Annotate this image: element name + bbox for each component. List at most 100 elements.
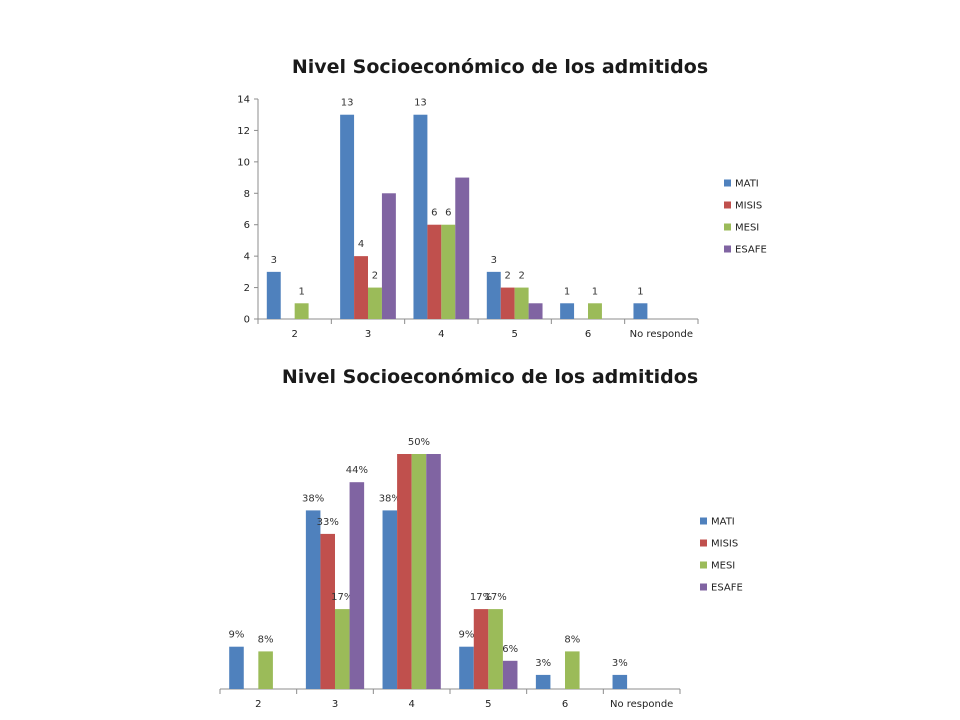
- chart-2-x-tick-label: No responde: [610, 699, 673, 710]
- chart-1-bar-mesi: [441, 224, 456, 319]
- chart-1-data-label: 13: [414, 98, 427, 109]
- chart-1-y-tick-label: 14: [237, 95, 250, 106]
- chart-1-bar-mesi: [514, 287, 529, 319]
- chart-1-x-tick-label: 2: [291, 329, 297, 340]
- chart-2-bar-mati: [305, 510, 321, 689]
- chart-1-y-tick-label: 10: [237, 157, 250, 168]
- chart-2-bar-esafe: [426, 454, 441, 689]
- chart-1-legend-swatch: [724, 223, 731, 231]
- chart-1-title: Nivel Socioeconómico de los admitidos: [291, 56, 709, 78]
- chart-2-data-label: 6%: [502, 644, 518, 655]
- chart-2-bar-mati: [612, 674, 628, 689]
- chart-2-legend-label: MATI: [711, 517, 735, 528]
- chart-2-bar-esafe: [349, 482, 365, 689]
- chart-2-bar-misis: [473, 609, 489, 689]
- chart-1-bar-mati: [560, 303, 575, 319]
- chart-2-x-tick-label: 6: [562, 699, 568, 710]
- chart-1-y-tick-label: 12: [237, 126, 250, 137]
- chart-2-x-tick-label: 5: [485, 699, 491, 710]
- chart-1-bar-mati: [266, 271, 281, 319]
- chart-2-data-label: 17%: [484, 592, 506, 603]
- chart-2-data-label: 9%: [459, 630, 475, 641]
- chart-1-legend-label: MESI: [735, 223, 759, 234]
- chart-2-bar-mati: [229, 646, 244, 689]
- chart-2-data-label: 8%: [564, 634, 580, 645]
- chart-2-bar-mesi: [258, 651, 273, 689]
- chart-2-bar-mesi: [411, 454, 427, 689]
- chart-1-y-tick-label: 4: [244, 252, 250, 263]
- chart-1-data-label: 1: [564, 286, 570, 297]
- chart-2-legend-swatch: [700, 517, 707, 525]
- chart-2-x-tick-label: 3: [332, 699, 338, 710]
- chart-2-data-label: 44%: [346, 465, 368, 476]
- chart-2-data-label: 38%: [302, 493, 324, 504]
- chart-1-x-tick-label: No responde: [630, 329, 693, 340]
- chart-1-legend-label: ESAFE: [735, 245, 767, 256]
- chart-2-bar-misis: [320, 533, 335, 689]
- chart-1-data-label: 1: [592, 286, 598, 297]
- chart-1-bar-misis: [354, 256, 368, 319]
- chart-2-bar-mati: [535, 674, 551, 689]
- chart-2-data-label: 33%: [317, 517, 339, 528]
- chart-1-x-tick-label: 6: [585, 329, 591, 340]
- chart-1-data-label: 6: [445, 208, 451, 219]
- chart-1-y-tick-label: 8: [244, 189, 250, 200]
- chart-2-x-tick-label: 4: [408, 699, 414, 710]
- chart-1-bar-misis: [500, 287, 515, 319]
- chart-1-data-label: 1: [298, 286, 304, 297]
- chart-2-bar-misis: [397, 454, 412, 689]
- chart-2-legend-label: MESI: [711, 561, 735, 572]
- chart-1-data-label: 3: [271, 255, 277, 266]
- chart-1-data-label: 3: [491, 255, 497, 266]
- chart-1-y-tick-label: 6: [244, 220, 250, 231]
- chart-2-data-label: 50%: [408, 437, 430, 448]
- chart-2-data-label: 17%: [331, 592, 353, 603]
- chart-1-legend-swatch: [724, 179, 731, 187]
- chart-1-x-tick-label: 5: [511, 329, 517, 340]
- chart-2-title: Nivel Socioeconómico de los admitidos: [281, 366, 699, 388]
- chart-1-bar-esafe: [381, 193, 396, 319]
- chart-1-data-label: 1: [637, 286, 643, 297]
- chart-2-data-label: 3%: [612, 658, 628, 669]
- chart-1-legend-label: MISIS: [735, 201, 762, 212]
- chart-1-bar-esafe: [455, 177, 470, 319]
- chart-1-data-label: 2: [372, 271, 378, 282]
- chart-1-bar-mati: [340, 114, 355, 319]
- chart-1-bar-mati: [413, 114, 428, 319]
- chart-1-bar-mati: [633, 303, 648, 319]
- chart-2-bar-mati: [382, 510, 398, 689]
- chart-2-data-label: 9%: [229, 630, 245, 641]
- chart-1-x-tick-label: 3: [365, 329, 371, 340]
- chart-1-x-tick-label: 4: [438, 329, 444, 340]
- chart-2-x-tick-label: 2: [255, 699, 261, 710]
- chart-1-y-tick-label: 0: [244, 315, 250, 326]
- chart-1-bar-esafe: [528, 303, 543, 319]
- chart-2-bar-esafe: [502, 660, 518, 689]
- chart-2-data-label: 17%: [470, 592, 492, 603]
- chart-2-bar-mesi: [335, 609, 350, 689]
- chart-2-legend-label: MISIS: [711, 539, 738, 550]
- chart-1-bar-mesi: [294, 303, 309, 319]
- chart-2-legend-swatch: [700, 583, 707, 591]
- chart-1-y-tick-label: 2: [244, 283, 250, 294]
- chart-1-data-label: 4: [358, 239, 364, 250]
- chart-2-data-label: 8%: [258, 634, 274, 645]
- chart-2-legend-swatch: [700, 539, 707, 547]
- chart-1-legend-label: MATI: [735, 179, 759, 190]
- chart-2-data-label: 38%: [379, 493, 401, 504]
- chart-2-bar-mesi: [488, 609, 503, 689]
- chart-1-bar-misis: [427, 224, 442, 319]
- chart-2-bar-mati: [459, 646, 474, 689]
- chart-1-data-label: 13: [341, 98, 354, 109]
- chart-1-data-label: 6: [431, 208, 437, 219]
- chart-1-legend-swatch: [724, 201, 731, 209]
- chart-1-data-label: 2: [518, 271, 524, 282]
- chart-2-bar-mesi: [565, 651, 580, 689]
- chart-2-data-label: 3%: [535, 658, 551, 669]
- chart-2-legend-swatch: [700, 561, 707, 569]
- chart-1-bar-mesi: [368, 287, 382, 319]
- chart-1-bar-mesi: [588, 303, 602, 319]
- chart-1-bar-mati: [486, 271, 501, 319]
- chart-2-legend-label: ESAFE: [711, 583, 743, 594]
